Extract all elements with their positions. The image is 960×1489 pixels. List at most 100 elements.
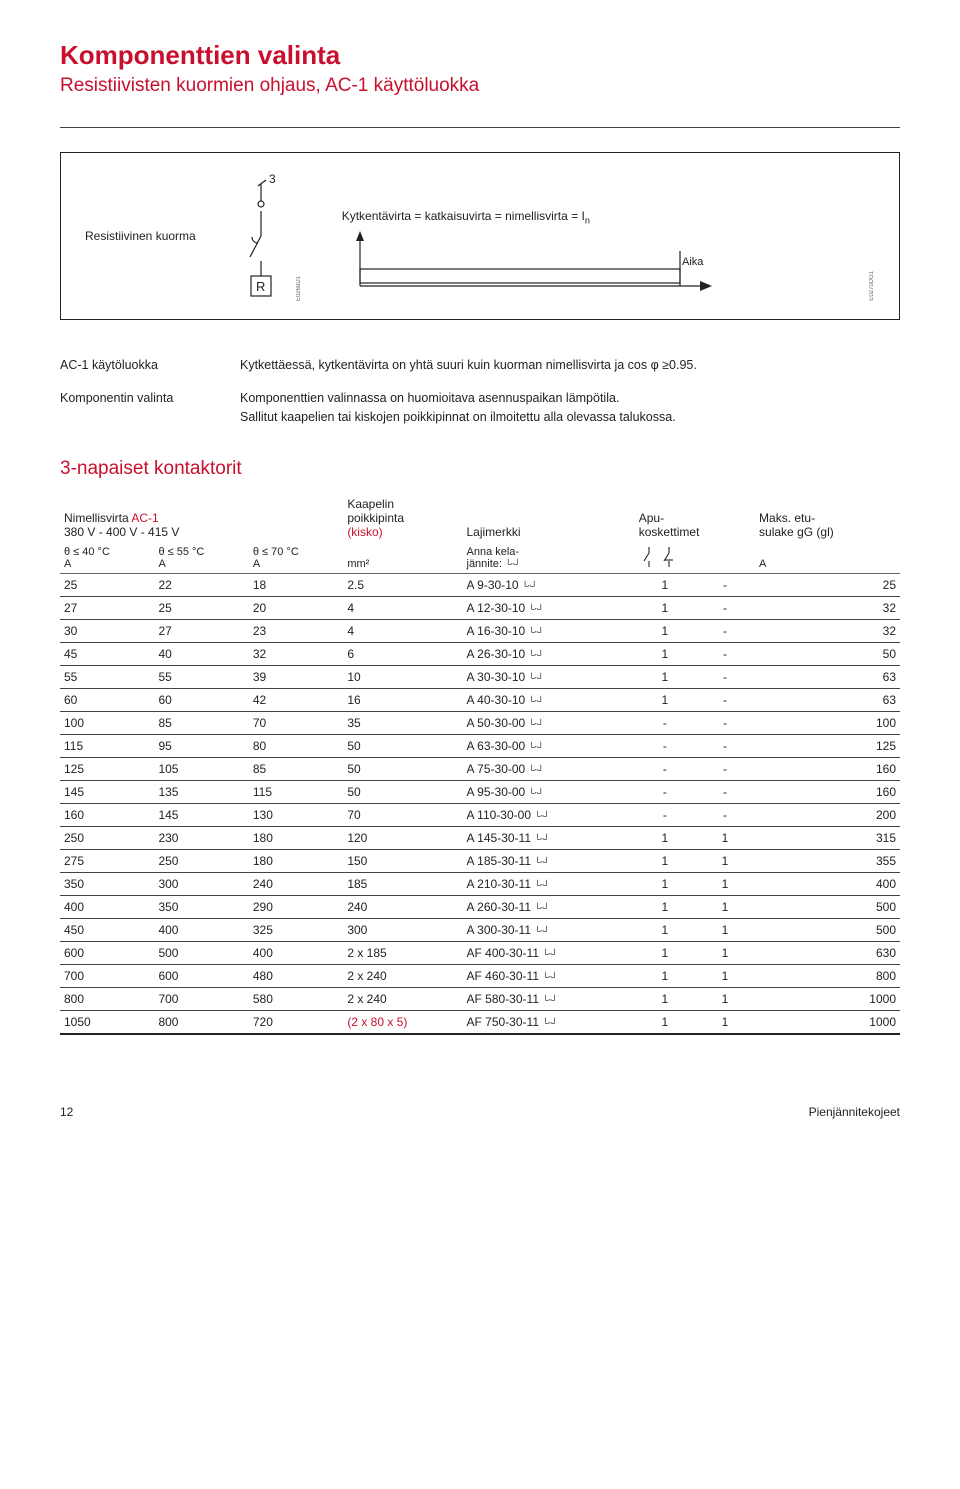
cell-aux1: 1 bbox=[635, 827, 695, 850]
footer-right: Pienjännitekojeet bbox=[809, 1105, 900, 1119]
diagram-code-right: E0270DG1 bbox=[869, 271, 875, 301]
cell-c1: 60 bbox=[60, 689, 154, 712]
cell-aux1: 1 bbox=[635, 850, 695, 873]
cell-fuse: 63 bbox=[755, 666, 900, 689]
th-kaapelin: Kaapelin poikkipinta (kisko) bbox=[343, 494, 462, 542]
cell-mm: 10 bbox=[343, 666, 462, 689]
cell-c2: 95 bbox=[154, 735, 248, 758]
cell-c3: 32 bbox=[249, 643, 343, 666]
table-section-title: 3-napaiset kontaktorit bbox=[60, 458, 900, 480]
cell-aux2: - bbox=[695, 666, 755, 689]
cell-mm: 4 bbox=[343, 620, 462, 643]
info-label-2: Komponentin valinta bbox=[60, 389, 240, 427]
table-row: 60604216A 40-30-10 └‧‧┘1-63 bbox=[60, 689, 900, 712]
cell-fuse: 100 bbox=[755, 712, 900, 735]
cell-mm: 6 bbox=[343, 643, 462, 666]
info-block: AC-1 käytöluokka Kytkettäessä, kytkentäv… bbox=[60, 356, 900, 426]
cell-laji: AF 400-30-11 └‧‧┘ bbox=[463, 942, 635, 965]
cell-aux2: 1 bbox=[695, 827, 755, 850]
th-t40-label: θ ≤ 40 °C bbox=[64, 546, 110, 558]
cell-aux1: - bbox=[635, 758, 695, 781]
r-symbol: R bbox=[256, 279, 265, 294]
cell-c1: 25 bbox=[60, 574, 154, 597]
cell-aux1: 1 bbox=[635, 942, 695, 965]
cell-c2: 27 bbox=[154, 620, 248, 643]
cell-mm: 16 bbox=[343, 689, 462, 712]
cell-laji: AF 580-30-11 └‧‧┘ bbox=[463, 988, 635, 1011]
th-nimellisvirta-a: Nimellisvirta bbox=[64, 511, 129, 525]
cell-aux1: 1 bbox=[635, 988, 695, 1011]
table-row: 450400325300A 300-30-11 └‧‧┘11500 bbox=[60, 919, 900, 942]
table-row: 1050800720(2 x 80 x 5)AF 750-30-11 └‧‧┘1… bbox=[60, 1011, 900, 1035]
footer-page-number: 12 bbox=[60, 1105, 73, 1119]
cell-c2: 85 bbox=[154, 712, 248, 735]
aux-contact-icon bbox=[639, 545, 681, 567]
table-row: 3027234A 16-30-10 └‧‧┘1-32 bbox=[60, 620, 900, 643]
cell-mm: 50 bbox=[343, 735, 462, 758]
cell-c3: 85 bbox=[249, 758, 343, 781]
th-fuse-unit: A bbox=[755, 542, 900, 574]
table-row: 4540326A 26-30-10 └‧‧┘1-50 bbox=[60, 643, 900, 666]
cell-laji: A 9-30-10 └‧‧┘ bbox=[463, 574, 635, 597]
cell-c3: 180 bbox=[249, 827, 343, 850]
cell-c3: 42 bbox=[249, 689, 343, 712]
table-row: 1251058550A 75-30-00 └‧‧┘--160 bbox=[60, 758, 900, 781]
cell-aux2: - bbox=[695, 620, 755, 643]
table-row: 14513511550A 95-30-00 └‧‧┘--160 bbox=[60, 781, 900, 804]
th-mm2-label: mm² bbox=[347, 558, 369, 570]
cell-c1: 27 bbox=[60, 597, 154, 620]
cell-c2: 22 bbox=[154, 574, 248, 597]
cell-aux2: - bbox=[695, 735, 755, 758]
cell-fuse: 200 bbox=[755, 804, 900, 827]
cell-fuse: 125 bbox=[755, 735, 900, 758]
diagram-circuit: 3 R E0269D1 bbox=[236, 171, 302, 301]
cell-c1: 160 bbox=[60, 804, 154, 827]
cell-c3: 290 bbox=[249, 896, 343, 919]
cell-c1: 400 bbox=[60, 896, 154, 919]
cell-aux2: - bbox=[695, 758, 755, 781]
cell-c1: 45 bbox=[60, 643, 154, 666]
cell-aux1: 1 bbox=[635, 919, 695, 942]
cell-aux1: 1 bbox=[635, 597, 695, 620]
aika-label: Aika bbox=[682, 256, 704, 268]
info-text-2: Komponenttien valinnassa on huomioitava … bbox=[240, 389, 900, 427]
cell-aux2: - bbox=[695, 643, 755, 666]
cell-c2: 300 bbox=[154, 873, 248, 896]
diagram-box: Resistiivinen kuorma 3 R E0269D1 bbox=[60, 152, 900, 320]
table-row: 350300240185A 210-30-11 └‧‧┘11400 bbox=[60, 873, 900, 896]
th-t55-unit: A bbox=[158, 558, 165, 570]
cell-aux2: 1 bbox=[695, 896, 755, 919]
cell-c1: 350 bbox=[60, 873, 154, 896]
info-label-1: AC-1 käytöluokka bbox=[60, 356, 240, 375]
th-kisko: (kisko) bbox=[347, 525, 382, 539]
th-anna: Anna kela- jännite: └‧‧┘ bbox=[463, 542, 635, 574]
cell-fuse: 400 bbox=[755, 873, 900, 896]
cell-c3: 115 bbox=[249, 781, 343, 804]
cell-mm: 70 bbox=[343, 804, 462, 827]
cell-mm: 2 x 240 bbox=[343, 988, 462, 1011]
th-nimellisvirta: Nimellisvirta AC-1 380 V - 400 V - 415 V bbox=[60, 494, 343, 542]
cell-aux1: 1 bbox=[635, 873, 695, 896]
cell-c1: 145 bbox=[60, 781, 154, 804]
cell-mm: 185 bbox=[343, 873, 462, 896]
cell-laji: A 50-30-00 └‧‧┘ bbox=[463, 712, 635, 735]
cell-laji: A 110-30-00 └‧‧┘ bbox=[463, 804, 635, 827]
th-anna-b: jännite: bbox=[467, 558, 502, 570]
cell-mm: (2 x 80 x 5) bbox=[343, 1011, 462, 1035]
table-row: 6005004002 x 185AF 400-30-11 └‧‧┘11630 bbox=[60, 942, 900, 965]
cell-aux1: - bbox=[635, 804, 695, 827]
cell-c1: 125 bbox=[60, 758, 154, 781]
cell-fuse: 32 bbox=[755, 620, 900, 643]
cell-c1: 115 bbox=[60, 735, 154, 758]
cell-mm: 50 bbox=[343, 781, 462, 804]
th-mm2: mm² bbox=[343, 542, 462, 574]
cell-c2: 700 bbox=[154, 988, 248, 1011]
cell-c1: 700 bbox=[60, 965, 154, 988]
cell-mm: 50 bbox=[343, 758, 462, 781]
th-fuse: Maks. etu- sulake gG (gl) bbox=[755, 494, 900, 542]
info-row-2: Komponentin valinta Komponenttien valinn… bbox=[60, 389, 900, 427]
th-t70: θ ≤ 70 °C A bbox=[249, 542, 343, 574]
cell-aux1: - bbox=[635, 781, 695, 804]
table-row: 7006004802 x 240AF 460-30-11 └‧‧┘11800 bbox=[60, 965, 900, 988]
page-subtitle: Resistiivisten kuormien ohjaus, AC-1 käy… bbox=[60, 75, 900, 97]
